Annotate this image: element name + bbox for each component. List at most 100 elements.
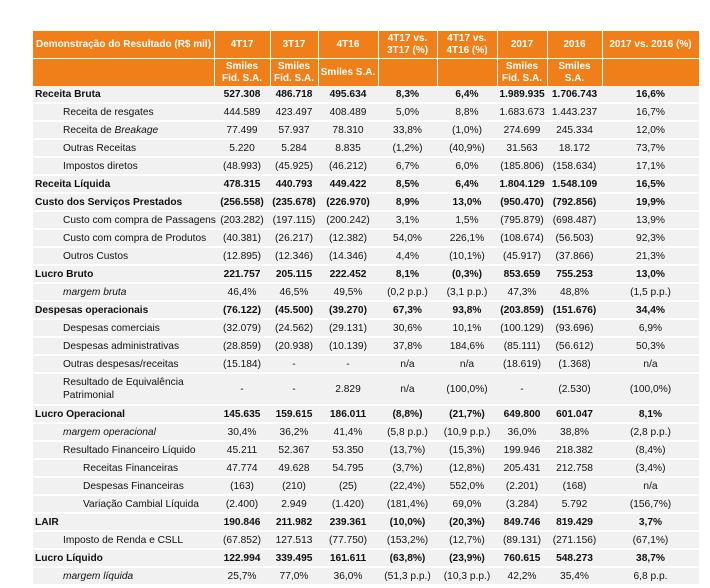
- row-label-text: Lucro Bruto: [35, 268, 94, 280]
- row-label-text: Receita de: [63, 124, 115, 136]
- row-label-text: Impostos diretos: [63, 160, 138, 172]
- row-label: Receita Bruta: [33, 86, 214, 104]
- cell-value: (1.420): [318, 495, 378, 514]
- cell-value: (37.866): [547, 247, 602, 266]
- entity-row: Smiles Fid. S.A. Smiles Fid. S.A. Smiles…: [33, 58, 700, 86]
- cell-value: 13,9%: [602, 211, 699, 230]
- cell-value: (12.382): [318, 229, 378, 248]
- cell-value: (158.634): [547, 157, 602, 176]
- row-label: Receita de Breakage: [33, 121, 214, 140]
- cell-value: 486.718: [270, 86, 318, 104]
- cell-value: (1,0%): [437, 121, 497, 140]
- cell-value: 49.628: [270, 459, 318, 478]
- cell-value: 54,0%: [378, 229, 437, 248]
- row-label: Outros Custos: [33, 247, 214, 266]
- table-row: Despesas administrativas (28.859) (20.938)…: [33, 337, 699, 356]
- table-row: Custo dos Serviços Prestados (256.558) (23…: [33, 193, 699, 212]
- col-header: 2017 vs. 2016 (%): [602, 31, 700, 59]
- cell-value: 239.361: [318, 513, 378, 532]
- cell-value: 601.047: [547, 405, 602, 424]
- cell-value: 78.310: [318, 121, 378, 140]
- table-row: Variação Cambial Líquida (2.400) 2.949 (1.4…: [33, 495, 699, 514]
- row-label: margem bruta: [33, 283, 214, 302]
- cell-value: 190.846: [214, 513, 270, 532]
- cell-value: 69,0%: [437, 495, 497, 514]
- cell-value: (12.346): [270, 247, 318, 266]
- cell-value: (93.696): [547, 319, 602, 338]
- cell-value: 552,0%: [437, 477, 497, 496]
- entity-header: Smiles S.A.: [547, 58, 603, 86]
- row-label-text: Custo dos Serviços Prestados: [35, 196, 183, 208]
- row-label-text: Receita de resgates: [63, 106, 154, 118]
- cell-value: 211.982: [270, 513, 318, 532]
- cell-value: (20.938): [270, 337, 318, 356]
- cell-value: (45.925): [270, 157, 318, 176]
- table-row: Impostos diretos (48.993) (45.925) (46.212)…: [33, 157, 699, 176]
- cell-value: 184,6%: [437, 337, 497, 356]
- table-row: Despesas comerciais (32.079) (24.562) (29.1…: [33, 319, 699, 338]
- row-label-text: Receita Líquida: [35, 178, 111, 190]
- cell-value: 47.774: [214, 459, 270, 478]
- cell-value: 52.367: [270, 441, 318, 460]
- cell-value: 5,0%: [378, 103, 437, 122]
- cell-value: 8,9%: [378, 193, 437, 212]
- cell-value: (200.242): [318, 211, 378, 230]
- row-label-text: Lucro Líquido: [35, 552, 103, 564]
- cell-value: 16,5%: [602, 175, 699, 194]
- cell-value: 440.793: [270, 175, 318, 194]
- cell-value: 8.835: [318, 139, 378, 158]
- cell-value: (40.381): [214, 229, 270, 248]
- cell-value: (25): [318, 477, 378, 496]
- table-row: Lucro Operacional 145.635 159.615 186.011 (8…: [33, 405, 699, 424]
- cell-value: (256.558): [214, 193, 270, 212]
- cell-value: 36,2%: [270, 423, 318, 442]
- row-label: Resultado Financeiro Líquido: [33, 441, 214, 460]
- table-row: Resultado de Equivalência Patrimonial - -2…: [33, 373, 699, 406]
- cell-value: 1.804.129: [497, 175, 547, 194]
- row-label-text: LAIR: [35, 516, 59, 528]
- cell-value: (39.270): [318, 301, 378, 320]
- cell-value: (100,0%): [437, 373, 497, 406]
- table-row: Receita de Breakage 77.499 57.937 78.310 33,…: [33, 121, 699, 140]
- cell-value: 5.792: [547, 495, 602, 514]
- cell-value: 849.746: [497, 513, 547, 532]
- cell-value: 30,4%: [214, 423, 270, 442]
- entity-header: Smiles Fid. S.A.: [497, 58, 548, 86]
- table-row: Receita de resgates 444.589 423.497 408.489…: [33, 103, 699, 122]
- cell-value: 38,7%: [602, 549, 699, 568]
- row-label: Outras despesas/receitas: [33, 355, 214, 374]
- table-row: Receita Bruta 527.308 486.718 495.634 8,3% 6,…: [33, 86, 699, 104]
- cell-value: 6,4%: [437, 175, 497, 194]
- cell-value: 13,0%: [437, 193, 497, 212]
- table-body: Receita Bruta 527.308 486.718 495.634 8,3% 6,…: [33, 86, 699, 586]
- cell-value: 226,1%: [437, 229, 497, 248]
- cell-value: (197.115): [270, 211, 318, 230]
- cell-value: 199.946: [497, 441, 547, 460]
- cell-value: 13,0%: [602, 265, 699, 284]
- cell-value: 93,8%: [437, 301, 497, 320]
- cell-value: 2.829: [318, 373, 378, 406]
- cell-value: (18.619): [497, 355, 547, 374]
- cell-value: (8,4%): [602, 441, 699, 460]
- cell-value: (3,1 p.p.): [437, 283, 497, 302]
- cell-value: (226.970): [318, 193, 378, 212]
- row-label-text: Despesas administrativas: [63, 340, 180, 352]
- cell-value: 205.115: [270, 265, 318, 284]
- cell-value: 8,3%: [378, 86, 437, 104]
- row-label: Despesas Financeiras: [33, 477, 214, 496]
- cell-value: (12,8%): [437, 459, 497, 478]
- row-label-text: Resultado Financeiro Líquido: [63, 444, 196, 456]
- cell-value: 33,8%: [378, 121, 437, 140]
- cell-value: 8,1%: [602, 405, 699, 424]
- cell-value: 4,4%: [378, 247, 437, 266]
- cell-value: -: [270, 355, 318, 374]
- cell-value: 1.548.109: [547, 175, 602, 194]
- row-label: Lucro Bruto: [33, 265, 214, 284]
- cell-value: 218.382: [547, 441, 602, 460]
- row-label-text: Imposto de Renda e CSLL: [63, 534, 184, 546]
- cell-value: 444.589: [214, 103, 270, 122]
- entity-header: [378, 58, 438, 86]
- row-label: margem operacional: [33, 423, 214, 442]
- cell-value: (12.895): [214, 247, 270, 266]
- cell-value: (32.079): [214, 319, 270, 338]
